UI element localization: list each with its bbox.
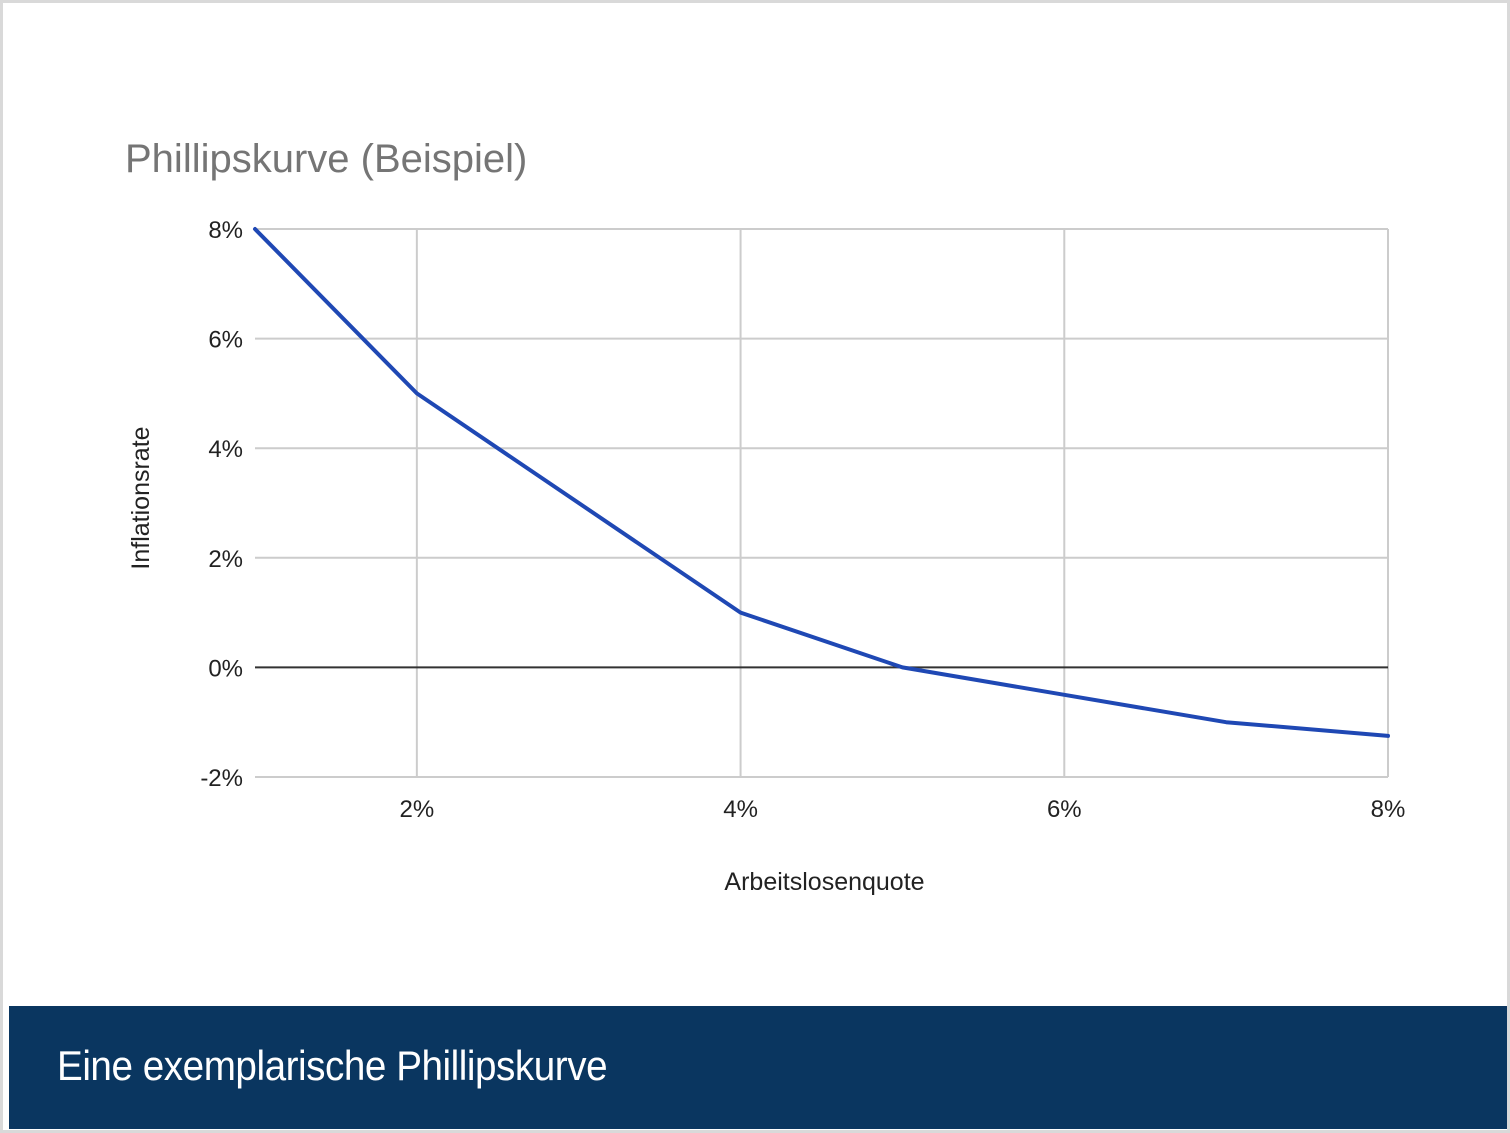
figure-caption: Eine exemplarische Phillipskurve xyxy=(57,1042,608,1089)
phillips-curve-chart: -2% 0% 2% 4% 6% 8% 2% 4% 6% 8% Arbeitslosenquote In… xyxy=(127,217,1405,896)
x-axis-title: Arbeitslosenquote xyxy=(724,868,924,896)
y-tick-label: 2% xyxy=(208,546,243,573)
x-tick-label: 6% xyxy=(1047,796,1082,823)
chart-title: Phillipskurve (Beispiel) xyxy=(125,137,528,181)
x-tick-label: 2% xyxy=(400,796,435,823)
y-tick-label: 8% xyxy=(208,217,243,244)
y-axis-title: Inflationsrate xyxy=(127,426,155,569)
x-tick-label: 4% xyxy=(723,796,758,823)
label-layer: -2% 0% 2% 4% 6% 8% 2% 4% 6% 8% Arbeitslosenquote In… xyxy=(127,217,1405,896)
y-tick-label: -2% xyxy=(200,765,243,792)
y-tick-label: 6% xyxy=(208,327,243,354)
grid-layer xyxy=(255,228,1389,778)
series-layer xyxy=(253,227,1390,738)
y-tick-label: 4% xyxy=(208,436,243,463)
series-line xyxy=(253,227,1390,738)
caption-bar: Eine exemplarische Phillipskurve xyxy=(9,1006,1507,1129)
y-tick-label: 0% xyxy=(208,655,243,682)
x-tick-label: 8% xyxy=(1371,796,1406,823)
